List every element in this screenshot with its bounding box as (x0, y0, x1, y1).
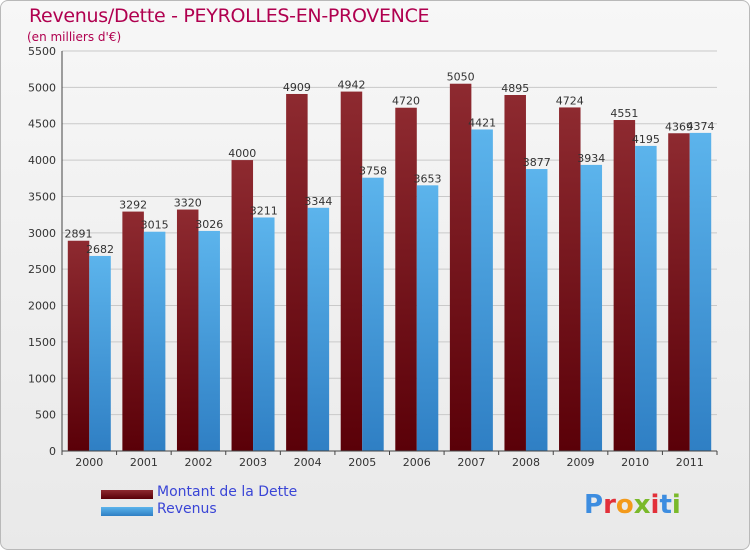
bar-dette (122, 211, 144, 451)
logo-letter: P (584, 490, 604, 520)
bars (67, 83, 712, 452)
data-label-revenus: 3934 (577, 152, 605, 165)
grid-lines (62, 50, 717, 452)
bar-revenus (143, 231, 166, 451)
bar-dette (340, 91, 363, 451)
bar-dette (559, 107, 581, 451)
logo-letter: i (671, 490, 681, 520)
x-tick-label: 2008 (512, 456, 540, 469)
x-tick-label: 2003 (239, 456, 267, 469)
y-tick-label: 5500 (28, 45, 56, 58)
data-label-dette: 4720 (392, 95, 420, 108)
x-tick-label: 2006 (403, 456, 431, 469)
logo-letter: r (603, 490, 616, 520)
data-label-dette: 5050 (447, 71, 475, 84)
y-tick-label: 4000 (28, 154, 56, 167)
data-labels: 2891 2682 3292 3015 3320 3026 4000 3211 4909 3344… (65, 71, 715, 256)
bar-dette (395, 107, 417, 452)
data-label-dette: 4909 (283, 81, 311, 94)
proxiti-logo: Proxiti (584, 490, 681, 520)
x-tick-label: 2007 (457, 456, 485, 469)
data-label-dette: 4000 (228, 147, 256, 160)
bar-revenus (635, 145, 657, 451)
data-label-revenus: 3211 (250, 204, 278, 217)
bar-dette (449, 83, 472, 452)
data-label-revenus: 2682 (86, 243, 114, 256)
legend-label-dette: Montant de la Dette (157, 484, 298, 500)
bar-revenus (689, 132, 712, 451)
logo-letter: t (659, 490, 672, 520)
data-label-revenus: 3877 (523, 156, 551, 169)
x-tick-label: 2010 (621, 456, 649, 469)
data-label-revenus: 3653 (414, 172, 442, 185)
data-label-dette: 4895 (501, 82, 529, 95)
x-tick-label: 2005 (348, 456, 376, 469)
data-label-revenus: 3015 (141, 219, 169, 232)
bar-revenus (525, 169, 548, 451)
bar-dette (176, 209, 199, 451)
x-tick-label: 2002 (184, 456, 212, 469)
data-label-revenus: 3026 (195, 218, 223, 231)
bar-dette (286, 93, 308, 452)
data-label-revenus: 4195 (632, 133, 660, 146)
bar-revenus (253, 217, 275, 451)
data-label-revenus: 3758 (359, 165, 387, 178)
axes: 0 500 1000 1500 2000 2500 3000 3500 4000 4500 5000… (28, 45, 718, 469)
y-tick-label: 2500 (28, 263, 56, 276)
data-label-revenus: 4374 (686, 120, 714, 133)
data-label-dette: 4551 (610, 107, 638, 120)
y-tick-label: 2000 (28, 300, 56, 313)
x-tick-label: 2001 (130, 456, 158, 469)
bar-revenus (307, 207, 330, 451)
bar-dette (231, 160, 254, 451)
legend-label-revenus: Revenus (157, 501, 217, 517)
data-label-dette: 3292 (119, 199, 147, 212)
data-label-revenus: 3344 (304, 195, 332, 208)
logo-letter: x (633, 490, 651, 520)
x-tick-label: 2011 (676, 456, 704, 469)
bar-revenus (198, 230, 220, 451)
legend-swatch-revenus (101, 507, 153, 516)
y-tick-label: 3000 (28, 227, 56, 240)
bar-revenus (362, 177, 384, 451)
bar-dette (504, 95, 526, 451)
bar-revenus (471, 129, 493, 452)
bar-dette (67, 240, 90, 451)
y-tick-label: 1000 (28, 372, 56, 385)
x-tick-label: 2009 (567, 456, 595, 469)
bar-dette (668, 133, 690, 451)
chart-title: Revenus/Dette - PEYROLLES-EN-PROVENCE (29, 5, 430, 27)
y-tick-label: 500 (35, 409, 56, 422)
data-label-dette: 4942 (337, 79, 365, 92)
data-label-revenus: 4421 (468, 116, 496, 129)
y-tick-label: 3500 (28, 190, 56, 203)
bar-revenus (580, 164, 603, 451)
logo-letter: o (615, 490, 634, 520)
y-tick-label: 4500 (28, 118, 56, 131)
y-tick-label: 1500 (28, 336, 56, 349)
bar-dette (613, 120, 636, 451)
y-tick-label: 5000 (28, 81, 56, 94)
x-tick-label: 2004 (294, 456, 322, 469)
y-tick-label: 0 (49, 445, 56, 458)
data-label-dette: 4369 (665, 120, 693, 133)
data-label-dette: 4724 (556, 94, 584, 107)
bar-revenus (89, 255, 111, 451)
data-label-dette: 2891 (65, 228, 93, 241)
chart-subtitle: (en milliers d'€) (27, 30, 122, 44)
logo-letter: i (650, 490, 660, 520)
legend-swatch-dette (101, 490, 153, 499)
x-tick-label: 2000 (75, 456, 103, 469)
bar-revenus (416, 185, 439, 451)
data-label-dette: 3320 (174, 197, 202, 210)
